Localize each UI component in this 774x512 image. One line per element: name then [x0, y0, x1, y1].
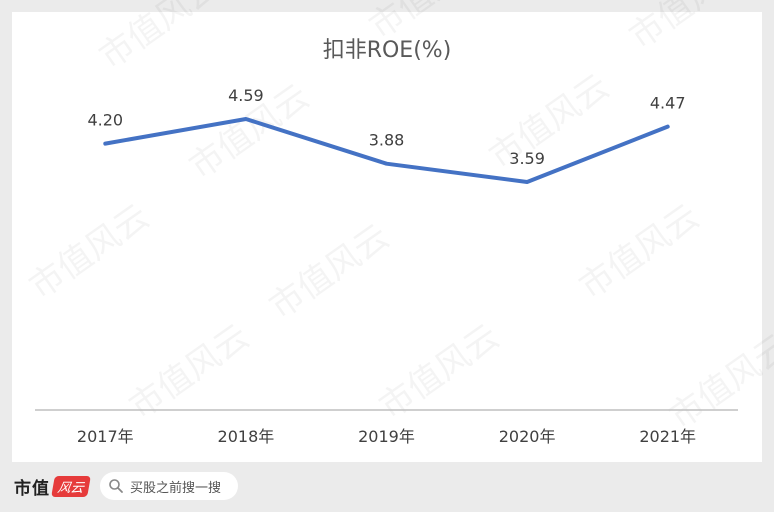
data-label: 3.88: [369, 131, 405, 150]
watermark-text: 市值风云: [372, 317, 506, 428]
watermark-text: 市值风云: [92, 0, 226, 77]
watermark-text: 市值风云: [362, 0, 496, 47]
footer-bar: 市值 风云 买股之前搜一搜: [0, 470, 774, 506]
search-icon: [109, 479, 123, 493]
x-tick-label: 2021年: [639, 427, 696, 446]
watermark-text: 市值风云: [482, 67, 616, 178]
data-label: 4.20: [87, 111, 123, 130]
data-label: 4.47: [650, 94, 686, 113]
search-box[interactable]: 买股之前搜一搜: [100, 472, 238, 500]
x-tick-label: 2019年: [358, 427, 415, 446]
watermark-text: 市值风云: [662, 327, 774, 438]
series-line: [103, 117, 670, 184]
data-label: 4.59: [228, 86, 264, 105]
x-tick-label: 2017年: [77, 427, 134, 446]
watermark-text: 市值风云: [22, 197, 156, 308]
chart-title: 扣非ROE(%): [322, 38, 452, 63]
watermark-text: 市值风云: [622, 0, 756, 57]
x-tick-label: 2018年: [218, 427, 275, 446]
brand-badge: 风云: [51, 476, 91, 497]
brand-logo[interactable]: 市值 风云: [14, 474, 91, 499]
chart-card: [12, 12, 762, 462]
watermark-text: 市值风云: [262, 217, 396, 328]
watermark-text: 市值风云: [572, 197, 706, 308]
x-tick-label: 2020年: [499, 427, 556, 446]
data-label: 3.59: [509, 149, 545, 168]
watermark-text: 市值风云: [122, 317, 256, 428]
search-placeholder: 买股之前搜一搜: [130, 480, 222, 496]
brand-name: 市值: [14, 479, 50, 499]
